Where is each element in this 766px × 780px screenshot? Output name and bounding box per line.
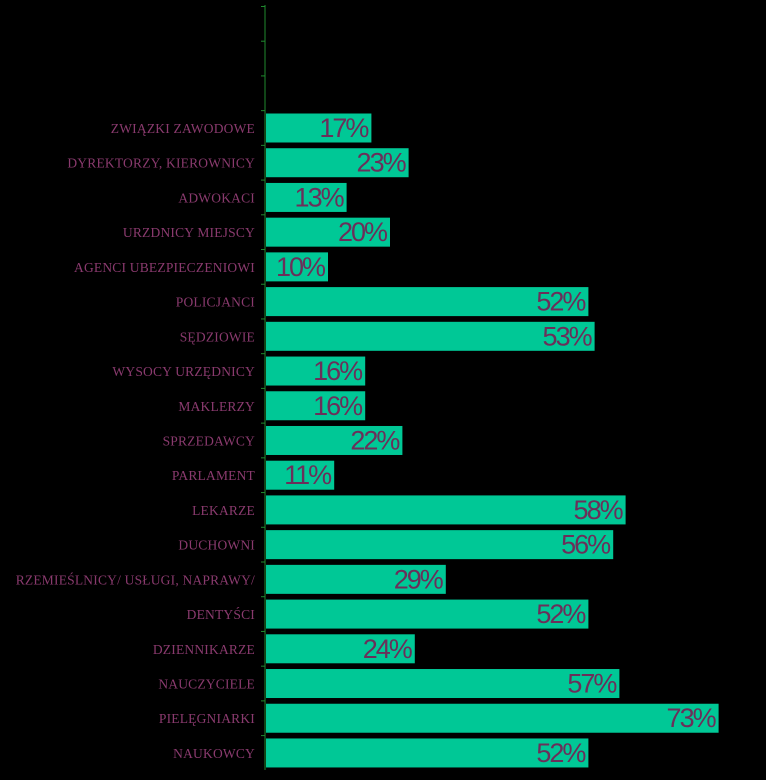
bar: [266, 321, 595, 351]
data-label: 56%: [561, 530, 611, 560]
category-label: DYREKTORZY, KIEROWNICY: [67, 156, 255, 171]
bar: [266, 703, 719, 733]
data-label: 53%: [543, 321, 593, 351]
bar: [266, 252, 328, 282]
bar: [266, 425, 403, 455]
data-label: 11%: [284, 460, 332, 490]
data-label: 23%: [357, 148, 407, 178]
data-label: 52%: [536, 599, 586, 629]
data-label: 29%: [394, 564, 444, 594]
bar-layer: [266, 113, 719, 768]
category-label: LEKARZE: [192, 503, 255, 518]
bar: [266, 738, 589, 768]
bar: [266, 217, 390, 247]
category-label: WYSOCY URZĘDNICY: [112, 364, 255, 379]
bar: [266, 460, 335, 490]
data-label: 20%: [338, 217, 388, 247]
category-label: DENTYŚCI: [187, 607, 256, 622]
bar: [266, 564, 446, 594]
bar: [266, 669, 620, 699]
data-label: 57%: [567, 669, 617, 699]
data-label: 16%: [313, 356, 363, 386]
data-label: 10%: [276, 252, 326, 282]
category-label: NAUCZYCIELE: [158, 677, 255, 692]
category-label: PARLAMENT: [172, 468, 256, 483]
bar: [266, 182, 347, 212]
axis-layer: [261, 5, 266, 770]
bar: [266, 356, 366, 386]
category-label: RZEMIEŚLNICY/ USŁUGI, NAPRAWY/: [16, 572, 255, 587]
data-label: 73%: [667, 703, 717, 733]
data-label: 58%: [574, 495, 624, 525]
bar: [266, 634, 415, 664]
bar: [266, 495, 626, 525]
category-label: ADWOKACI: [178, 190, 255, 205]
data-label: 16%: [313, 391, 363, 421]
bar: [266, 391, 366, 421]
bar: [266, 530, 614, 560]
bar: [266, 113, 372, 143]
category-label: DZIENNIKARZE: [153, 642, 255, 657]
bar: [266, 287, 589, 317]
data-label: 24%: [363, 634, 413, 664]
category-label: ZWIĄZKI ZAWODOWE: [111, 121, 255, 136]
data-label: 52%: [536, 287, 586, 317]
category-label: URZDNICY MIEJSCY: [123, 225, 255, 240]
data-label: 52%: [536, 738, 586, 768]
category-label: SPRZEDAWCY: [163, 433, 255, 448]
category-label: AGENCI UBEZPIECZENIOWI: [74, 260, 255, 275]
category-label: POLICJANCI: [176, 295, 256, 310]
bar: [266, 148, 409, 178]
data-label: 22%: [350, 425, 400, 455]
bar: [266, 599, 589, 629]
category-label: MAKLERZY: [178, 399, 255, 414]
category-label: SĘDZIOWIE: [180, 329, 255, 344]
category-label: PIELĘGNIARKI: [159, 711, 255, 726]
category-label: DUCHOWNI: [178, 538, 255, 553]
category-label: NAUKOWCY: [173, 746, 255, 761]
data-label: 17%: [319, 113, 369, 143]
data-label: 13%: [295, 182, 345, 212]
label-layer: ZWIĄZKI ZAWODOWE 17% DYREKTORZY, KIEROWNIC…: [16, 113, 719, 768]
